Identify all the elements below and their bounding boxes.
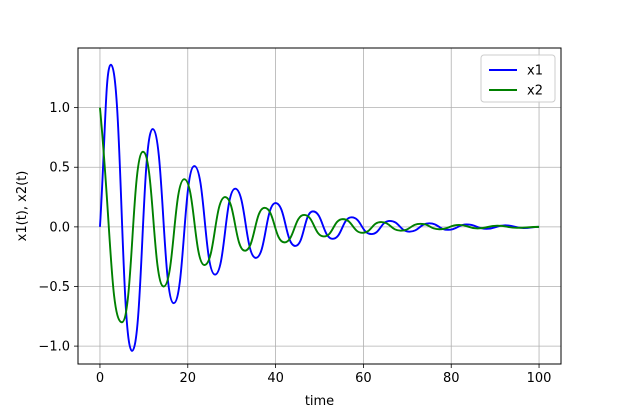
y-tick-label: 0.0 bbox=[49, 220, 70, 235]
legend-label-x2: x2 bbox=[527, 84, 543, 99]
tick-layer: 0 20 40 60 80 100 −1.0 −0.5 0.0 0.5 1.0 bbox=[38, 101, 551, 386]
x-tick-label: 80 bbox=[443, 371, 460, 386]
x-tick-label: 100 bbox=[527, 371, 552, 386]
series-line-x2 bbox=[99, 107, 540, 324]
x-tick-label: 40 bbox=[267, 371, 284, 386]
x-axis-label: time bbox=[305, 394, 334, 409]
y-tick-label: 1.0 bbox=[49, 101, 70, 116]
series-line-x1 bbox=[99, 63, 540, 352]
legend-box bbox=[480, 54, 556, 103]
y-tick-label: −1.0 bbox=[38, 340, 70, 355]
y-tick-label: −0.5 bbox=[38, 280, 70, 295]
x-tick-label: 0 bbox=[96, 371, 104, 386]
axes-frame bbox=[77, 47, 562, 365]
y-axis-label: x1(t), x2(t) bbox=[15, 171, 30, 242]
x-tick-label: 60 bbox=[355, 371, 372, 386]
x-tick-label: 20 bbox=[179, 371, 196, 386]
y-tick-label: 0.5 bbox=[49, 161, 70, 176]
legend-label-x1: x1 bbox=[527, 64, 543, 79]
series-layer bbox=[99, 63, 540, 352]
